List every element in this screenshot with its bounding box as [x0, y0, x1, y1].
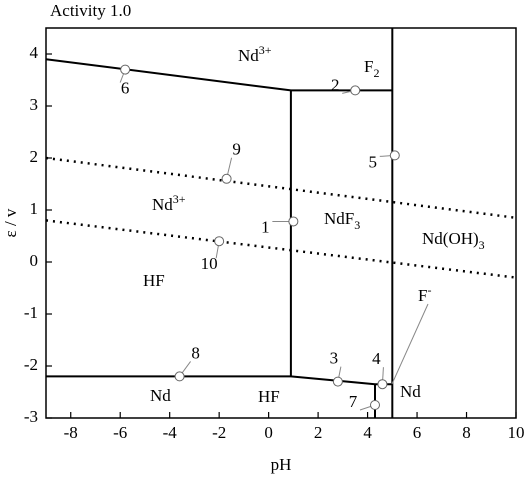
point-label: 9: [232, 140, 241, 159]
region-superscript: -: [427, 283, 431, 297]
region-text: HF: [143, 271, 165, 290]
y-tick-label: 0: [30, 251, 39, 270]
region-label: Nd3+: [152, 192, 186, 214]
region-text: Nd: [238, 46, 259, 65]
y-axis-label: ε / v: [1, 208, 20, 237]
point-marker: [214, 236, 225, 247]
boundary-line: [45, 58, 393, 92]
point-label: 10: [201, 254, 218, 273]
point-label: 6: [121, 79, 130, 98]
x-tick-label: -4: [163, 423, 178, 442]
region-superscript: 3+: [259, 43, 272, 57]
point-label: 2: [331, 75, 340, 94]
region-label: F-: [418, 283, 431, 305]
region-label: F2: [364, 57, 379, 80]
point-marker: [174, 371, 185, 382]
region-label: Nd(OH)3: [422, 229, 485, 252]
region-text: Nd: [150, 386, 171, 405]
leader-line: [391, 303, 429, 385]
boundary-line: [45, 219, 517, 279]
region-text: Nd: [400, 382, 421, 401]
x-tick-label: -8: [64, 423, 78, 442]
plot-frame: [45, 27, 517, 419]
region-text: Nd(OH): [422, 229, 479, 248]
region-text: NdF: [324, 209, 354, 228]
region-label: Nd3+: [238, 43, 272, 65]
y-tick-label: -3: [24, 407, 38, 426]
point-label: 3: [330, 349, 339, 368]
region-text: F: [418, 286, 427, 305]
point-marker: [389, 150, 400, 161]
region-superscript: 3+: [173, 192, 186, 206]
y-tick-label: 4: [30, 43, 39, 62]
point-marker: [332, 376, 343, 387]
point-label: 8: [191, 343, 200, 362]
y-tick-label: -1: [24, 303, 38, 322]
x-axis-label: pH: [271, 455, 292, 474]
y-tick-label: 1: [30, 199, 39, 218]
point-marker: [120, 64, 131, 75]
x-tick-label: 8: [462, 423, 471, 442]
point-label: 4: [372, 349, 381, 368]
region-subscript: 2: [373, 66, 379, 80]
region-label: HF: [143, 271, 165, 290]
point-marker: [288, 216, 299, 227]
region-label: HF: [258, 387, 280, 406]
x-tick-label: 2: [314, 423, 323, 442]
region-text: F: [364, 57, 373, 76]
region-label: Nd: [400, 382, 421, 401]
x-tick-label: 0: [264, 423, 273, 442]
chart-title: Activity 1.0: [50, 1, 131, 20]
x-tick-label: -2: [212, 423, 226, 442]
region-subscript: 3: [479, 238, 485, 252]
point-label: 7: [349, 392, 358, 411]
x-tick-label: 4: [363, 423, 372, 442]
point-marker: [221, 173, 232, 184]
x-tick-label: 6: [413, 423, 422, 442]
region-text: HF: [258, 387, 280, 406]
point-label: 5: [369, 152, 378, 171]
boundary-line: [45, 156, 517, 220]
point-marker: [350, 85, 361, 96]
y-tick-label: 2: [30, 147, 39, 166]
point-marker: [370, 400, 380, 410]
region-label: Nd: [150, 386, 171, 405]
x-tick-label: -6: [113, 423, 127, 442]
x-tick-label: 10: [508, 423, 525, 442]
region-subscript: 3: [354, 218, 360, 232]
region-text: Nd: [152, 195, 173, 214]
point-label: 1: [261, 217, 270, 236]
y-tick-label: -2: [24, 355, 38, 374]
y-tick-label: 3: [30, 95, 39, 114]
region-label: NdF3: [324, 209, 360, 232]
point-marker: [377, 379, 388, 390]
